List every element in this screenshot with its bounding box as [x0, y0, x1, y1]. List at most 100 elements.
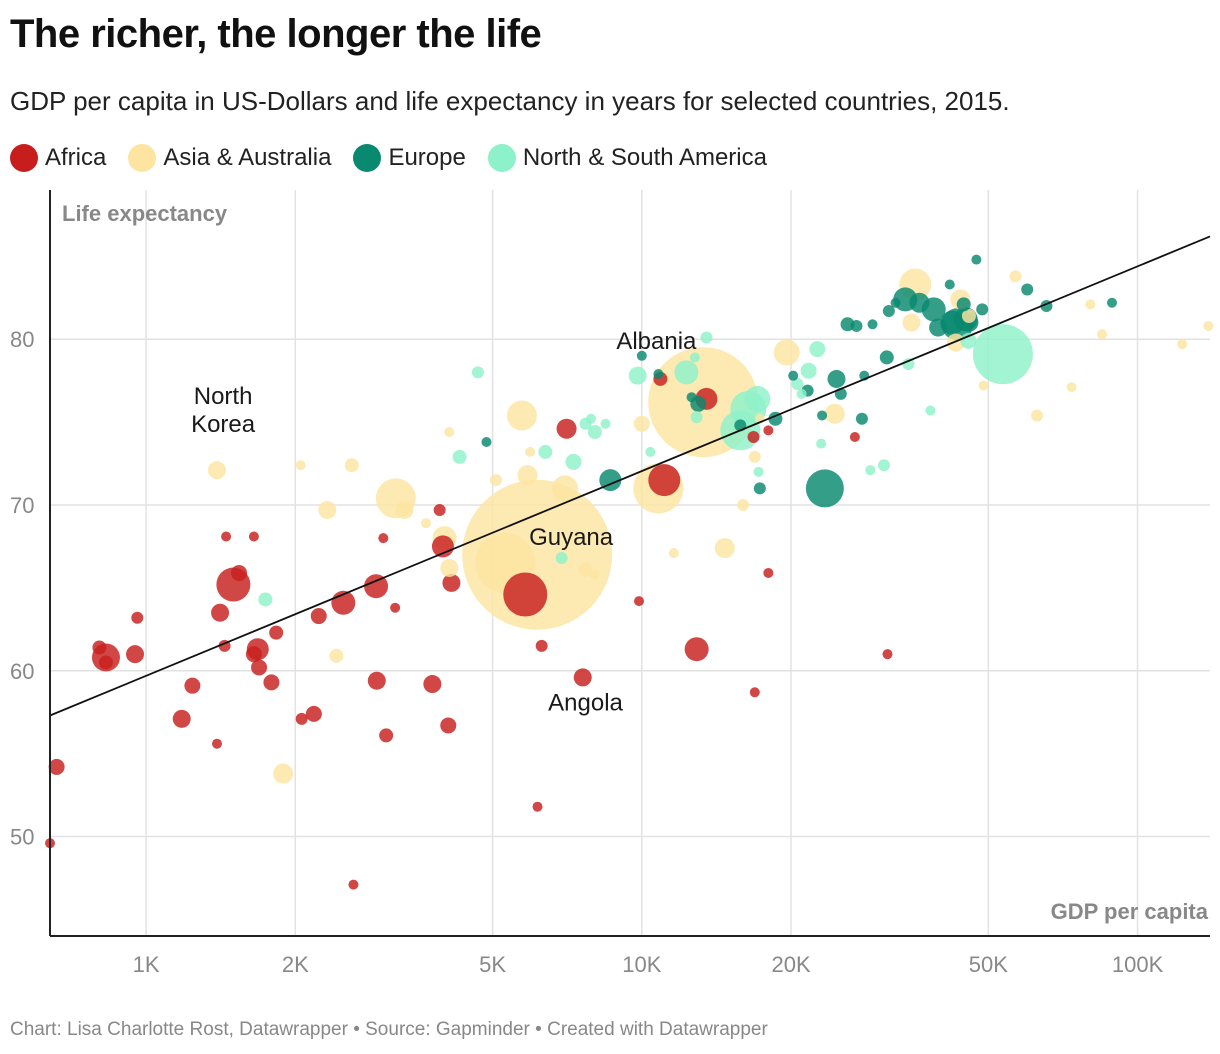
data-point-asia-australia: [1031, 409, 1044, 422]
data-point-north-south-america: [586, 413, 597, 424]
data-point-europe: [976, 303, 989, 316]
data-point-europe: [788, 370, 799, 381]
data-point-africa: [849, 432, 860, 443]
y-tick-label: 80: [10, 327, 34, 352]
data-point-africa: [131, 611, 144, 624]
data-point-africa: [390, 602, 401, 613]
data-point-north-south-america: [645, 446, 656, 457]
data-point-africa: [364, 574, 389, 599]
data-point-africa: [503, 572, 548, 617]
data-point-asia-australia: [525, 446, 536, 457]
annotation-label: Albania: [616, 328, 697, 355]
data-point-europe: [855, 412, 868, 425]
data-point-europe: [1021, 283, 1034, 296]
data-point-north-south-america: [809, 341, 826, 358]
data-point-north-south-america: [538, 444, 553, 459]
data-point-north-south-america: [674, 360, 699, 385]
data-point-asia-australia: [1177, 339, 1188, 350]
data-point-africa: [98, 655, 113, 670]
data-point-europe: [1106, 297, 1117, 308]
data-point-north-south-america: [690, 411, 703, 424]
y-tick-label: 70: [10, 493, 34, 518]
data-point-asia-australia: [490, 474, 503, 487]
data-point-africa: [442, 573, 461, 592]
data-point-africa: [367, 671, 386, 690]
legend-swatch-asia-australia: [128, 144, 157, 172]
data-point-africa: [763, 425, 774, 436]
data-point-north-south-america: [800, 362, 817, 379]
data-point-asia-australia: [344, 458, 359, 473]
data-point-asia-australia: [295, 460, 306, 471]
data-point-europe: [817, 410, 828, 421]
x-axis-title: GDP per capita: [1051, 899, 1209, 924]
data-point-asia-australia: [589, 569, 600, 580]
trend-line: [49, 235, 1211, 717]
data-point-africa: [248, 531, 259, 542]
data-point-europe: [879, 350, 894, 365]
data-point-asia-australia: [902, 313, 921, 332]
data-point-africa: [295, 712, 308, 725]
data-point-asia-australia: [395, 500, 414, 519]
x-tick-label: 10K: [622, 952, 661, 977]
annotation-label: Angola: [548, 690, 623, 717]
legend-item-africa: Africa: [10, 144, 106, 172]
data-point-asia-australia: [506, 400, 537, 431]
data-point-europe: [636, 350, 647, 361]
y-tick-label: 50: [10, 825, 34, 850]
data-point-europe: [882, 305, 895, 318]
data-point-asia-australia: [440, 558, 459, 577]
data-point-africa: [310, 608, 327, 625]
data-point-asia-australia: [329, 648, 344, 663]
data-point-africa: [211, 738, 222, 749]
data-point-europe: [890, 297, 901, 308]
data-point-north-south-america: [452, 449, 467, 464]
legend-item-europe: Europe: [353, 144, 466, 172]
data-point-asia-australia: [824, 403, 845, 424]
data-point-north-south-america: [902, 358, 915, 371]
data-point-europe: [944, 279, 955, 290]
data-point-africa: [532, 801, 543, 812]
data-point-africa: [48, 758, 65, 775]
data-point-africa: [556, 418, 577, 439]
x-tick-label: 5K: [479, 952, 506, 977]
data-point-africa: [684, 637, 709, 662]
data-point-africa: [221, 531, 232, 542]
data-point-north-south-america: [471, 366, 484, 379]
data-point-europe: [653, 369, 664, 380]
data-point-asia-australia: [1066, 382, 1077, 393]
data-point-africa: [269, 625, 284, 640]
data-point-north-south-america: [555, 552, 568, 565]
data-point-africa: [440, 717, 457, 734]
data-point-north-south-america: [753, 466, 764, 477]
data-point-africa: [211, 603, 230, 622]
legend-label-africa: Africa: [45, 144, 107, 171]
data-point-africa: [172, 709, 191, 728]
data-point-africa: [251, 659, 268, 676]
grid-lines: [50, 190, 1210, 936]
x-tick-label: 100K: [1112, 952, 1164, 977]
data-point-africa: [263, 674, 280, 691]
data-point-asia-australia: [318, 500, 337, 519]
data-point-asia-australia: [946, 333, 965, 352]
annotation-label: Guyana: [529, 524, 614, 551]
annotation-label: North: [194, 383, 253, 410]
data-point-africa: [184, 677, 201, 694]
data-point-europe: [686, 392, 697, 403]
data-point-north-south-america: [791, 377, 804, 390]
data-point-asia-australia: [748, 450, 761, 463]
data-point-north-south-america: [600, 418, 611, 429]
data-point-north-south-america: [744, 385, 771, 412]
chart-title: The richer, the longer the life: [10, 12, 542, 56]
data-point-north-south-america: [796, 388, 807, 399]
data-point-north-south-america: [972, 324, 1033, 385]
data-point-north-south-america: [865, 465, 876, 476]
data-point-north-south-america: [628, 366, 647, 385]
data-point-europe: [481, 436, 492, 447]
legend-swatch-africa: [10, 144, 38, 172]
data-point-north-south-america: [700, 331, 713, 344]
x-tick-label: 2K: [282, 952, 309, 977]
data-point-asia-australia: [1097, 329, 1108, 340]
x-tick-label: 1K: [133, 952, 160, 977]
data-point-africa: [648, 464, 681, 497]
